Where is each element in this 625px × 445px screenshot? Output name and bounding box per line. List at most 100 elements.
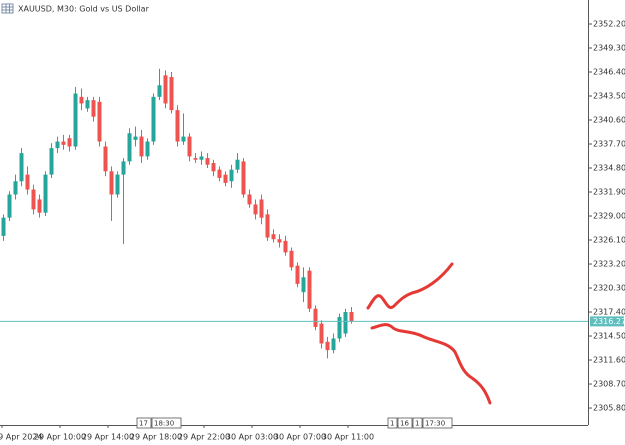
candle-body — [91, 100, 96, 117]
candle-body — [157, 85, 162, 97]
y-tick-label: 2305.80 — [593, 404, 625, 413]
candle-body — [85, 100, 90, 109]
candle-body — [277, 239, 282, 243]
candle-body — [223, 174, 228, 183]
candle-body — [61, 141, 66, 145]
y-tick-label: 2331.90 — [593, 188, 625, 197]
candle-body — [175, 110, 180, 142]
candle-body — [283, 240, 288, 253]
x-tick-label: 30 Apr 11:00 — [322, 433, 374, 442]
candle-body — [187, 136, 192, 157]
y-tick-label: 2340.60 — [593, 116, 625, 125]
candle-body — [271, 234, 276, 240]
time-marker-box — [397, 417, 413, 429]
drawn-curve-up — [366, 262, 454, 310]
candle-body — [313, 308, 318, 327]
time-marker-box — [412, 417, 423, 429]
candle-body — [67, 138, 72, 147]
candle-body — [319, 323, 324, 344]
x-tick-label: 29 Apr 10:00 — [34, 433, 86, 442]
candle-body — [1, 217, 6, 236]
y-tick-label: 2334.80 — [593, 164, 625, 173]
y-tick-label: 2343.50 — [593, 92, 625, 101]
candle-body — [97, 101, 102, 142]
candle-body — [217, 169, 222, 178]
symbol-icon — [1, 3, 14, 14]
time-marker-label: 16 — [400, 420, 409, 428]
candle-body — [199, 156, 204, 160]
time-marker-label: 1 — [415, 420, 419, 428]
x-tick-label: 30 Apr 07:00 — [274, 433, 326, 442]
candle-body — [139, 136, 144, 157]
candle-body — [103, 146, 108, 172]
current-price-box — [590, 316, 624, 327]
y-tick-label: 2329.00 — [593, 212, 625, 221]
drawn-curve-down — [370, 323, 492, 405]
candle-body — [301, 277, 306, 293]
y-tick-label: 2317.40 — [593, 308, 625, 317]
candle-body — [7, 194, 12, 218]
candle-body — [127, 133, 132, 162]
candle-body — [241, 161, 246, 195]
x-tick-label: 29 Apr 22:00 — [178, 433, 230, 442]
y-tick-label: 2346.40 — [593, 68, 625, 77]
candle-body — [13, 181, 18, 195]
candle-body — [55, 141, 60, 149]
y-tick-label: 2326.10 — [593, 236, 625, 245]
y-tick-label: 2323.20 — [593, 260, 625, 269]
current-price-label: 2316.27 — [593, 317, 625, 326]
candle-body — [259, 199, 264, 218]
candle-body — [25, 174, 30, 190]
candle-body — [265, 214, 270, 238]
y-tick-label: 2352.20 — [593, 20, 625, 29]
candle-body — [307, 270, 312, 309]
x-tick-label: 29 Apr 18:00 — [130, 433, 182, 442]
time-marker-box — [136, 417, 152, 429]
candle-body — [163, 75, 168, 104]
y-tick-label: 2311.60 — [593, 356, 625, 365]
candle-body — [19, 153, 24, 182]
candle-body — [229, 169, 234, 182]
time-marker-box — [387, 417, 398, 429]
candle-body — [337, 316, 342, 339]
x-tick-label: 29 Apr 2024 — [0, 433, 42, 442]
x-tick-label: 29 Apr 14:00 — [82, 433, 134, 442]
chart-title: XAUUSD, M30: Gold vs US Dollar — [18, 5, 150, 14]
candle-body — [121, 161, 126, 175]
candle-body — [253, 204, 258, 215]
y-tick-label: 2337.70 — [593, 140, 625, 149]
candle-body — [151, 96, 156, 142]
time-marker-label: 17:30 — [425, 420, 445, 428]
candle-body — [145, 141, 150, 157]
time-marker-box — [422, 417, 453, 429]
candle-body — [73, 93, 78, 147]
candle-body — [205, 158, 210, 165]
y-tick-label: 2308.70 — [593, 380, 625, 389]
candle-body — [247, 194, 252, 205]
candle-body — [43, 174, 48, 213]
x-tick-label: 30 Apr 03:00 — [226, 433, 278, 442]
y-tick-label: 2314.50 — [593, 332, 625, 341]
candle-body — [49, 148, 54, 175]
candle-body — [235, 159, 240, 170]
time-marker-label: 18:30 — [154, 420, 174, 428]
candle-body — [349, 312, 354, 322]
y-tick-label: 2320.30 — [593, 284, 625, 293]
candle-body — [343, 312, 348, 334]
candle-body — [109, 171, 114, 195]
time-marker-label: 17 — [139, 420, 148, 428]
candle-body — [79, 96, 84, 104]
candle-body — [295, 265, 300, 284]
candle-body — [289, 250, 294, 268]
candle-body — [31, 189, 36, 210]
candle-body — [331, 338, 336, 351]
candle-body — [181, 136, 186, 142]
candle-body — [211, 163, 216, 172]
candle-body — [133, 136, 138, 140]
time-marker-box — [151, 417, 182, 429]
time-marker-label: 1 — [390, 420, 394, 428]
y-tick-label: 2349.30 — [593, 44, 625, 53]
candle-body — [325, 341, 330, 351]
